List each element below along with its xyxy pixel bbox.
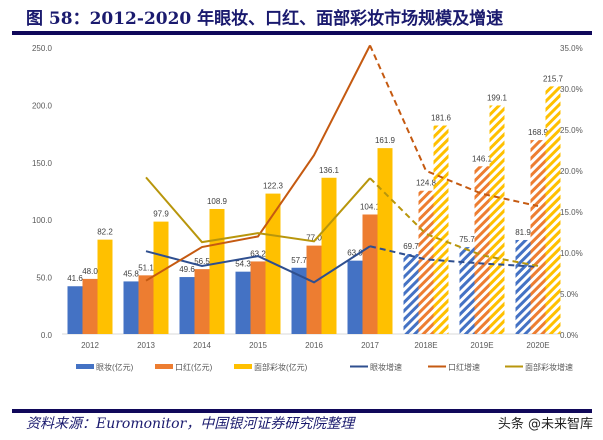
- data-label: 54.3: [235, 260, 251, 269]
- data-label: 146.1: [472, 154, 493, 163]
- bar-0: [459, 247, 475, 334]
- left-axis-tick: 200.0: [32, 101, 53, 110]
- bar-2: [377, 148, 393, 334]
- x-axis-tick: 2016: [305, 341, 323, 350]
- legend-label: 面部彩妆(亿元): [254, 362, 308, 372]
- bar-0: [67, 286, 83, 334]
- x-axis-tick: 2015: [249, 341, 267, 350]
- right-axis-tick: 0.0%: [560, 331, 578, 340]
- data-label: 136.1: [319, 166, 340, 175]
- bar-2: [545, 86, 561, 334]
- data-label: 124.8: [416, 179, 437, 188]
- legend-label: 眼妆(亿元): [96, 362, 134, 372]
- bar-0: [179, 277, 195, 334]
- data-label: 56.5: [194, 257, 210, 266]
- right-axis-tick: 35.0%: [560, 44, 583, 53]
- bar-2: [489, 105, 505, 334]
- bar-2: [97, 239, 113, 334]
- x-axis-tick: 2020E: [526, 341, 549, 350]
- data-label: 49.6: [179, 265, 195, 274]
- left-axis-tick: 0.0: [41, 331, 53, 340]
- bar-0: [291, 267, 307, 334]
- bar-0: [403, 253, 419, 334]
- bar-1: [362, 214, 378, 334]
- right-axis-tick: 15.0%: [560, 208, 583, 217]
- left-axis-tick: 150.0: [32, 159, 53, 168]
- data-label: 41.6: [67, 274, 83, 283]
- data-label: 161.9: [375, 136, 396, 145]
- figure-title: 图 58：2012-2020 年眼妆、口红、面部彩妆市场规模及增速: [26, 9, 504, 29]
- source-note: 资料来源：Euromonitor，中国银河证券研究院整理: [26, 416, 355, 432]
- left-axis-tick: 250.0: [32, 44, 53, 53]
- x-axis-tick: 2018E: [414, 341, 437, 350]
- x-axis-tick: 2014: [193, 341, 211, 350]
- data-label: 168.9: [528, 128, 549, 137]
- data-label: 69.7: [403, 242, 419, 251]
- right-axis-tick: 25.0%: [560, 126, 583, 135]
- bar-2: [209, 208, 225, 334]
- left-axis-tick: 100.0: [32, 216, 53, 225]
- legend-label: 眼妆增速: [370, 362, 402, 372]
- right-axis-tick: 10.0%: [560, 249, 583, 258]
- x-axis-tick: 2012: [81, 341, 99, 350]
- bar-1: [250, 261, 266, 334]
- x-axis-tick: 2017: [361, 341, 379, 350]
- bar-1: [474, 166, 490, 334]
- growth-line-0: [145, 245, 371, 284]
- legend-swatch: [76, 364, 94, 369]
- data-label: 82.2: [97, 228, 113, 237]
- data-label: 108.9: [207, 197, 228, 206]
- data-label: 75.7: [459, 235, 475, 244]
- title-rule: [12, 31, 592, 35]
- bar-1: [530, 140, 546, 334]
- bar-1: [418, 190, 434, 334]
- bar-0: [235, 271, 251, 334]
- x-axis-tick: 2013: [137, 341, 155, 350]
- data-label: 199.1: [487, 93, 508, 102]
- legend-swatch: [234, 364, 252, 369]
- bar-1: [138, 275, 154, 334]
- left-axis-tick: 50.0: [36, 274, 52, 283]
- data-label: 51.1: [138, 263, 154, 272]
- bar-0: [123, 281, 139, 334]
- data-label: 81.9: [515, 228, 531, 237]
- data-label: 181.6: [431, 114, 452, 123]
- bar-2: [433, 125, 449, 335]
- data-label: 63.2: [250, 249, 266, 258]
- data-label: 77.0: [306, 234, 322, 243]
- right-axis-tick: 20.0%: [560, 167, 583, 176]
- data-label: 97.9: [153, 210, 169, 219]
- bar-0: [347, 260, 363, 334]
- bar-2: [153, 221, 169, 334]
- growth-line-forecast-2: [369, 177, 539, 267]
- legend-label: 口红(亿元): [175, 362, 213, 372]
- bar-1: [306, 245, 322, 334]
- growth-line-2: [145, 176, 371, 244]
- bar-0: [515, 239, 531, 334]
- data-label: 215.7: [543, 74, 564, 83]
- bar-2: [321, 177, 337, 334]
- footer-rule: [12, 409, 592, 413]
- data-label: 45.8: [123, 269, 139, 278]
- data-label: 63.9: [347, 249, 363, 258]
- data-label: 48.0: [82, 267, 98, 276]
- watermark: 头条 @未来智库: [497, 417, 593, 432]
- legend-label: 面部彩妆增速: [525, 362, 573, 372]
- legend-label: 口红增速: [448, 362, 480, 372]
- data-label: 57.7: [291, 256, 307, 265]
- data-label: 104.1: [360, 202, 381, 211]
- data-label: 122.3: [263, 182, 284, 191]
- growth-line-forecast-1: [369, 44, 539, 208]
- bar-1: [194, 269, 210, 334]
- growth-line-1: [145, 44, 371, 282]
- right-axis-tick: 5.0%: [560, 290, 578, 299]
- legend-swatch: [155, 364, 173, 369]
- x-axis-tick: 2019E: [470, 341, 493, 350]
- growth-line-forecast-0: [369, 245, 539, 268]
- right-axis-tick: 30.0%: [560, 85, 583, 94]
- bar-1: [82, 278, 98, 334]
- chart: 0.0 50.0 100.0 150.0 200.0 250.0 0.0% 5.0% 10.0%…: [32, 44, 583, 372]
